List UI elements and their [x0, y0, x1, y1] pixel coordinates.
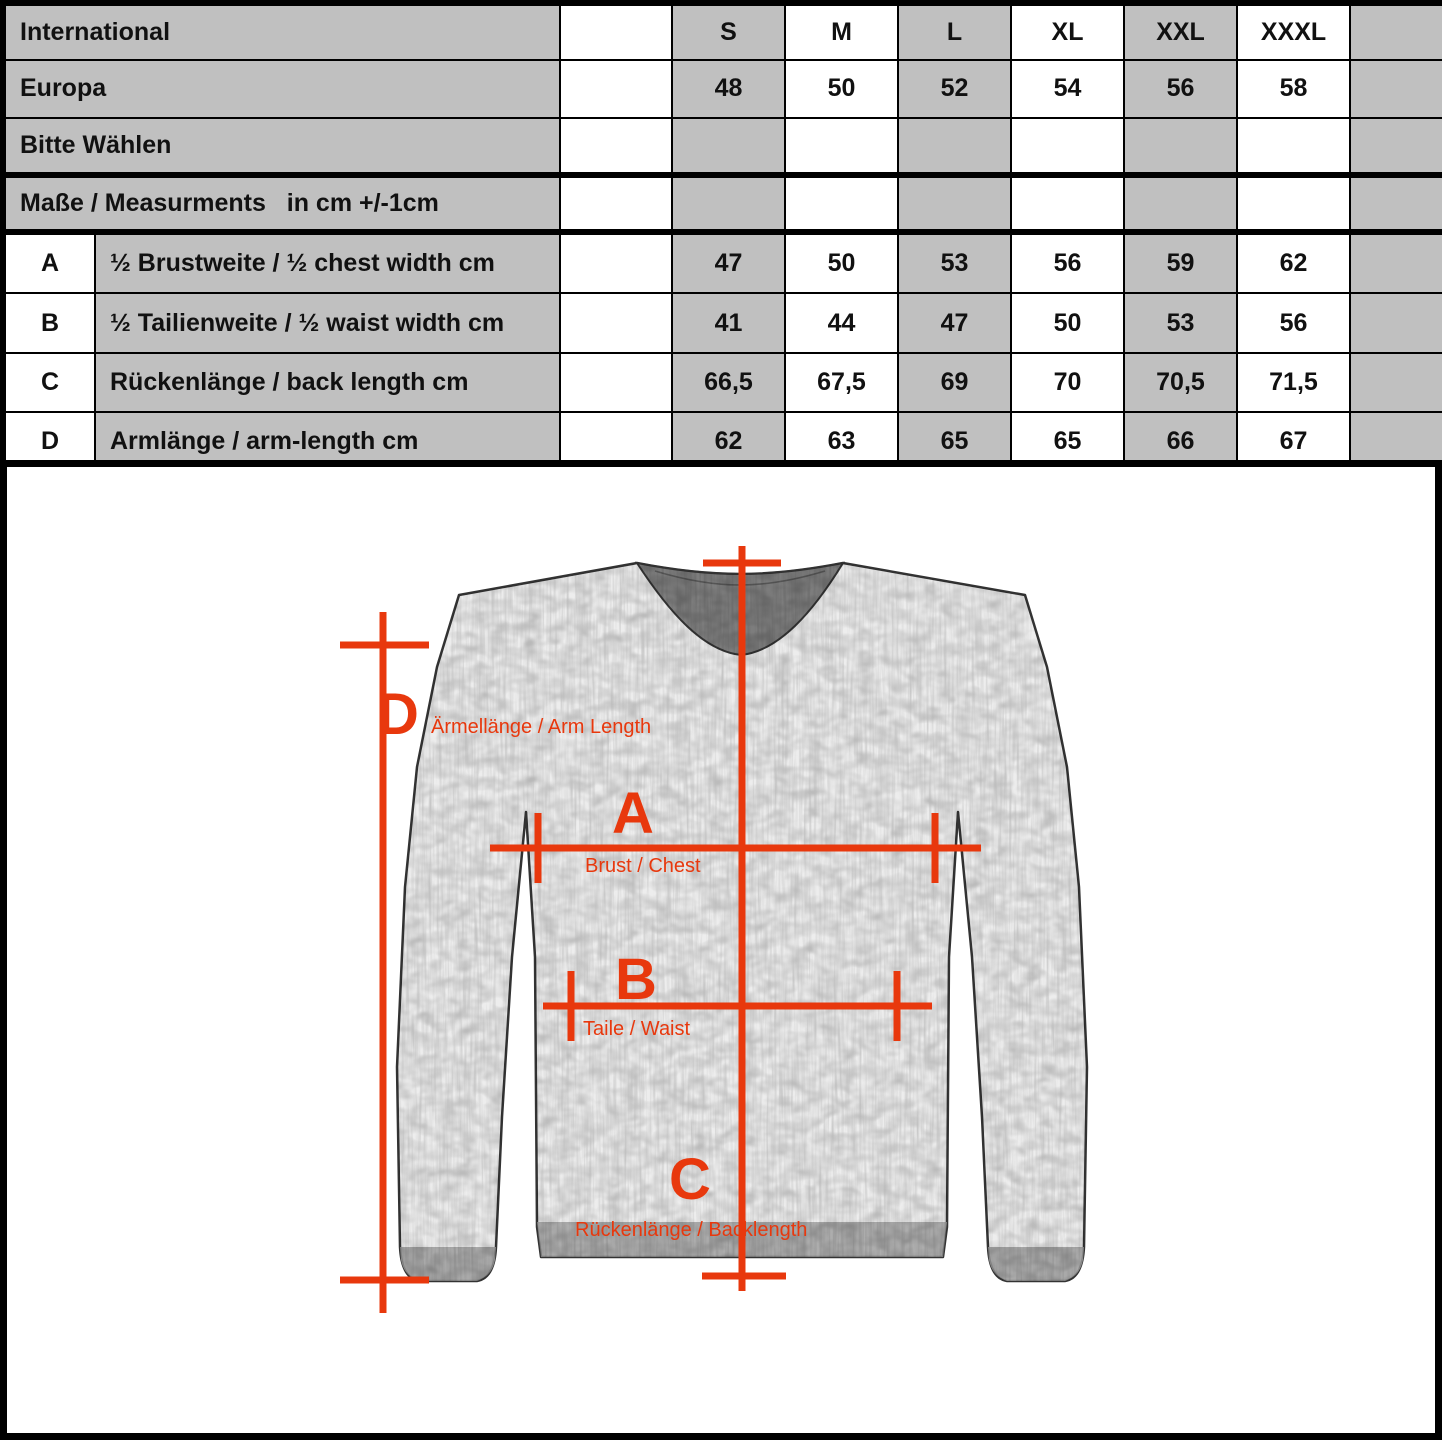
svg-text:C: C [669, 1147, 711, 1212]
svg-text:Taile / Waist: Taile / Waist [583, 1018, 691, 1040]
svg-text:Ärmellänge / Arm Length: Ärmellänge / Arm Length [431, 716, 651, 738]
svg-text:A: A [612, 781, 654, 846]
svg-text:Brust / Chest: Brust / Chest [585, 855, 701, 877]
svg-text:Rückenlänge / Backlength: Rückenlänge / Backlength [575, 1219, 807, 1241]
svg-text:D: D [377, 682, 419, 747]
svg-text:B: B [615, 947, 657, 1012]
